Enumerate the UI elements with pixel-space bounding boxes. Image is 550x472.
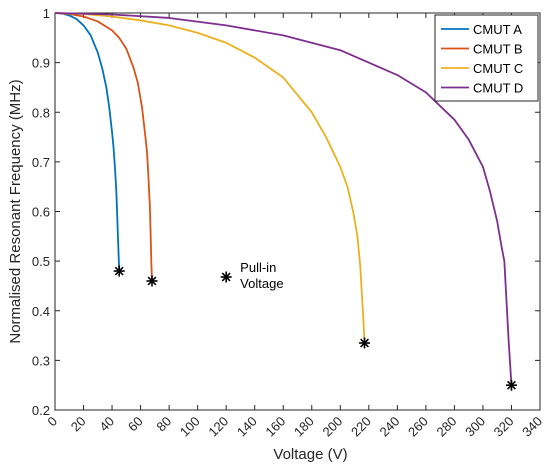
star-stroke [360, 338, 369, 348]
star-stroke [507, 380, 516, 390]
x-tick-label: 80 [153, 414, 174, 435]
x-tick-label: 120 [205, 414, 231, 440]
y-tick-label: 1 [43, 6, 50, 21]
y-tick-label: 0.2 [32, 403, 50, 418]
x-tick-label: 300 [462, 414, 488, 440]
cmut-d-pull-in-marker [505, 379, 517, 391]
star-stroke [147, 276, 157, 286]
cmut-c-line [54, 12, 366, 344]
x-tick-label: 200 [319, 414, 345, 440]
x-tick-label: 240 [377, 414, 403, 440]
star-stroke [221, 272, 231, 282]
y-tick-label: 0.9 [32, 56, 50, 71]
cmut-c-pull-in-marker [359, 337, 371, 349]
y-tick-label: 0.8 [32, 105, 50, 120]
cmut-a-line [54, 12, 121, 272]
x-tick-label: 20 [68, 414, 89, 435]
x-tick-label: 260 [405, 414, 431, 440]
series-layer [54, 12, 517, 391]
legend-label-cmut-d: CMUT D [473, 81, 523, 96]
cmut-d-line [54, 12, 513, 386]
x-tick-label: 320 [491, 414, 517, 440]
x-tick-label: 100 [177, 414, 203, 440]
y-tick-label: 0.6 [32, 205, 50, 220]
y-tick-label: 0.7 [32, 155, 50, 170]
x-tick-label: 220 [348, 414, 374, 440]
legend-label-cmut-b: CMUT B [473, 42, 523, 57]
legend-label-cmut-a: CMUT A [473, 22, 522, 37]
annotation-label: Voltage [240, 276, 283, 291]
x-tick-label: 280 [434, 414, 460, 440]
cmut-b-pull-in-marker [146, 275, 158, 287]
y-tick-label: 0.5 [32, 254, 50, 269]
y-tick-label: 0.3 [32, 353, 50, 368]
legend-label-cmut-c: CMUT C [473, 61, 523, 76]
y-tick-label: 0.4 [32, 304, 50, 319]
cmut-a-pull-in-marker [113, 265, 125, 277]
annotation-label: Pull-in [240, 260, 276, 275]
x-tick-label: 40 [96, 414, 117, 435]
pull-in-legend-marker [220, 271, 232, 283]
star-stroke [114, 266, 124, 276]
legend: CMUT A CMUT B CMUT C CMUT D [434, 14, 539, 102]
x-tick-label: 180 [291, 414, 317, 440]
x-tick-label: 340 [519, 414, 545, 440]
y-axis-title: Normalised Resonant Frequency (MHz) [7, 79, 24, 343]
x-tick-label: 140 [234, 414, 260, 440]
cmut-b-line [54, 12, 153, 282]
x-tick-label: 60 [125, 414, 146, 435]
x-axis-title: Voltage (V) [273, 446, 347, 463]
x-tick-label: 160 [262, 414, 288, 440]
